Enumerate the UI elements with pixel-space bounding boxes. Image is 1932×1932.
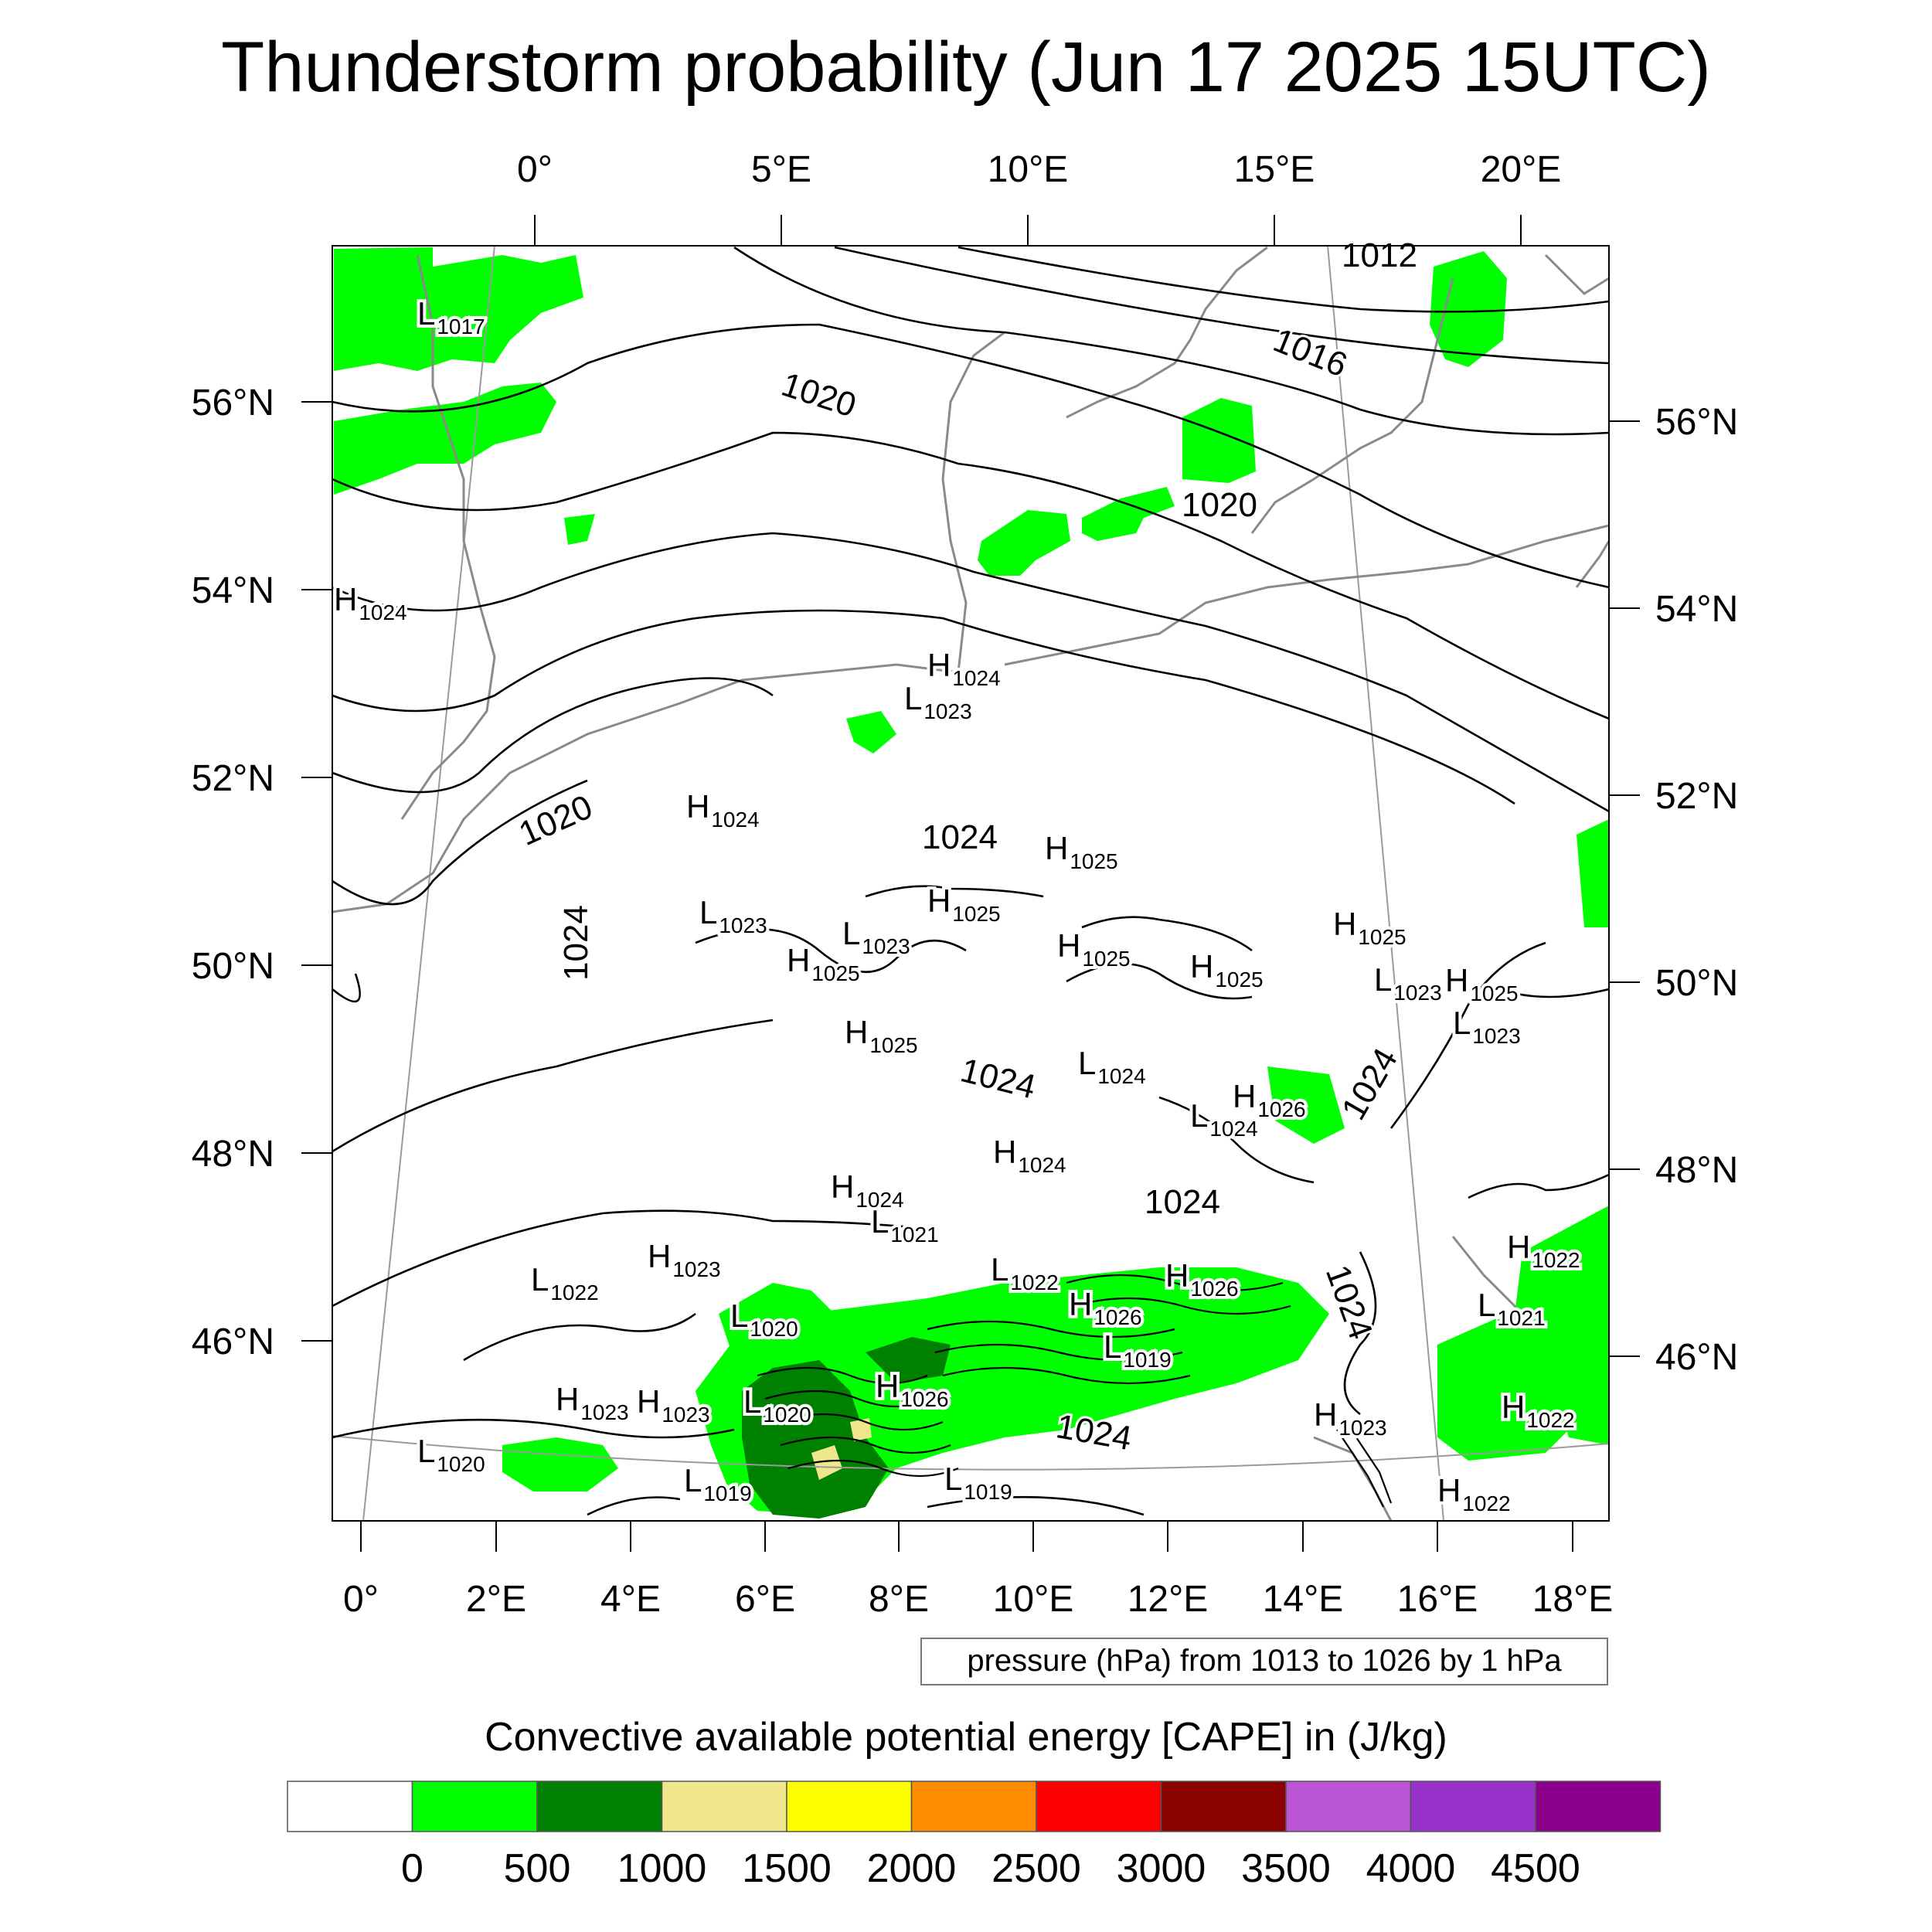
colorbar-label: 1000	[617, 1846, 707, 1891]
lat-tick-label-left: 46°N	[192, 1321, 274, 1362]
lat-tick-label-right: 50°N	[1655, 963, 1738, 1004]
lat-tick-label-left: 56°N	[192, 383, 274, 423]
cape-patch	[1267, 1066, 1345, 1144]
colorbar-swatch	[1160, 1781, 1287, 1832]
lat-tick-label-left: 50°N	[192, 946, 274, 987]
lon-tick-label-bottom: 2°E	[466, 1579, 526, 1620]
pressure-center-label: H1023	[556, 1381, 629, 1424]
cape-patch	[502, 1437, 618, 1492]
colorbar-swatch	[1285, 1781, 1412, 1832]
colorbar: 0 500 1000 1500 2000 2500 3000 3500 4000 4500	[287, 1781, 1662, 1891]
colorbar-swatch	[786, 1781, 913, 1832]
colorbar-swatch	[1410, 1781, 1536, 1832]
colorbar-swatch	[661, 1781, 787, 1832]
colorbar-label: 4000	[1366, 1846, 1456, 1891]
pressure-center-high: H1023	[634, 1380, 713, 1430]
cape-patch	[742, 1360, 889, 1519]
colorbar-label: 2500	[992, 1846, 1081, 1891]
lat-tick-label-left: 54°N	[192, 570, 274, 611]
lat-tick-label-right: 46°N	[1655, 1337, 1738, 1378]
lon-tick-label-bottom: 18°E	[1532, 1579, 1614, 1620]
isobars	[332, 246, 1610, 1516]
pressure-center-high: H1023	[553, 1378, 632, 1427]
lon-tick-label-top: 20°E	[1481, 149, 1562, 190]
colorbar-label: 3500	[1241, 1846, 1331, 1891]
lon-tick-label-top: 5°E	[751, 149, 811, 190]
lon-tick-label-bottom: 10°E	[993, 1579, 1074, 1620]
lat-tick-label-left: 48°N	[192, 1134, 274, 1175]
cape-patch	[1437, 1314, 1569, 1461]
lon-tick-label-bottom: 14°E	[1263, 1579, 1344, 1620]
lon-tick-label-bottom: 8°E	[869, 1579, 929, 1620]
colorbar-label: 500	[504, 1846, 571, 1891]
contour-value-label: 1012	[1342, 236, 1417, 274]
cape-patch	[564, 514, 595, 545]
colorbar-swatch	[910, 1781, 1037, 1832]
lat-tick-label-right: 52°N	[1655, 776, 1738, 817]
lon-tick-label-bottom: 6°E	[735, 1579, 795, 1620]
lon-tick-label-bottom: 16°E	[1397, 1579, 1478, 1620]
cape-patch	[334, 247, 583, 371]
cape-shading	[334, 247, 1609, 1519]
lon-tick-label-bottom: 0°	[343, 1579, 379, 1620]
contour-value-label: 1020	[1182, 486, 1257, 524]
colorbar-label: 0	[401, 1846, 423, 1891]
cape-patch	[1515, 1206, 1609, 1445]
lon-tick-label-top: 0°	[517, 149, 553, 190]
figure-title: Thunderstorm probability (Jun 17 2025 15…	[221, 28, 1711, 107]
cape-patch	[1082, 487, 1175, 541]
lat-tick-label-left: 52°N	[192, 758, 274, 799]
cape-patch	[978, 510, 1070, 576]
colorbar-label: 1500	[742, 1846, 832, 1891]
pressure-center-label: H1023	[637, 1383, 710, 1427]
lon-tick-label-bottom: 12°E	[1128, 1579, 1209, 1620]
colorbar-swatch	[1036, 1781, 1162, 1832]
map-frame	[332, 245, 1610, 1522]
lon-tick-label-bottom: 4°E	[600, 1579, 661, 1620]
pressure-note-box	[920, 1638, 1608, 1685]
colorbar-title: Convective available potential energy [C…	[485, 1715, 1447, 1760]
contour-value-label: 1024	[922, 818, 998, 856]
cape-patch	[1182, 398, 1256, 483]
pressure-note: pressure (hPa) from 1013 to 1026 by 1 hP…	[967, 1644, 1562, 1678]
contour-value-label: 1024	[557, 905, 595, 981]
contour-value-label: 1024	[1145, 1183, 1220, 1221]
colorbar-swatch	[1535, 1781, 1662, 1832]
coastlines	[332, 246, 1611, 1522]
alpine-isobars	[757, 1274, 1393, 1508]
colorbar-swatch	[411, 1781, 538, 1832]
colorbar-label: 4500	[1491, 1846, 1580, 1891]
lat-tick-label-right: 56°N	[1655, 402, 1738, 443]
cape-patch	[334, 383, 556, 495]
cape-patch	[846, 711, 896, 753]
axis-ticks: 0° 5°E 10°E 15°E 20°E 0° 2°E 4°E 6°E 8°E 10°E 12°E 1…	[192, 149, 1739, 1620]
lon-tick-label-top: 15°E	[1234, 149, 1315, 190]
cape-patch	[866, 1337, 951, 1383]
lat-tick-label-right: 48°N	[1655, 1150, 1738, 1191]
colorbar-swatch	[536, 1781, 663, 1832]
lat-tick-label-right: 54°N	[1655, 589, 1738, 630]
colorbar-label: 3000	[1117, 1846, 1206, 1891]
lon-tick-label-top: 10°E	[988, 149, 1069, 190]
cape-patch	[1430, 251, 1507, 367]
colorbar-swatch	[287, 1781, 413, 1832]
colorbar-label: 2000	[867, 1846, 957, 1891]
cape-patch	[811, 1445, 842, 1480]
cape-patch	[850, 1418, 872, 1441]
cape-patch	[1577, 819, 1609, 927]
